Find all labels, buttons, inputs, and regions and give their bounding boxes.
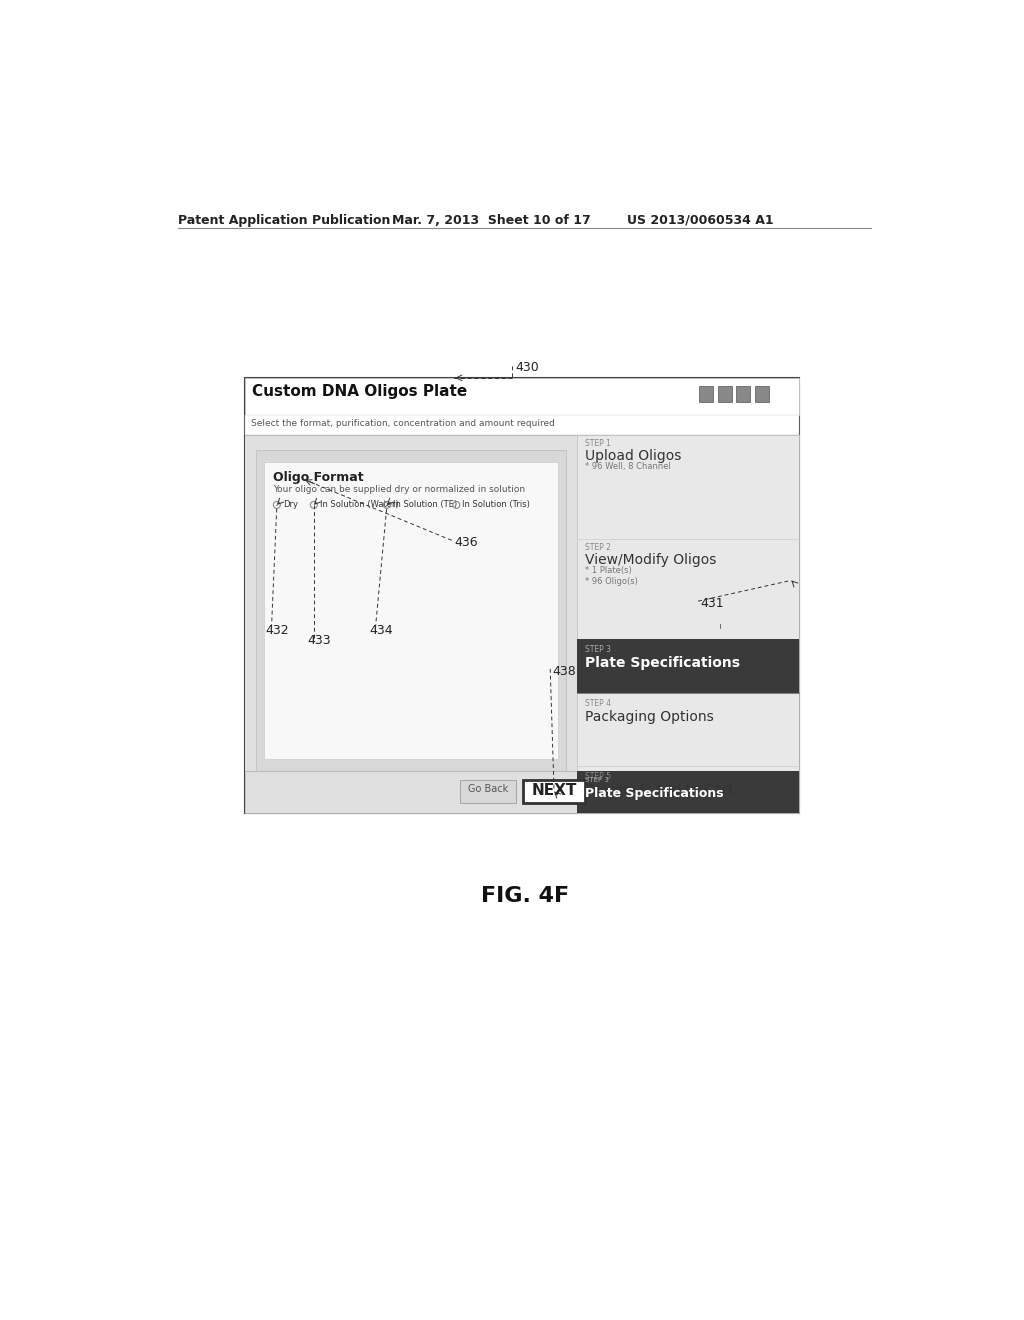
Text: Upload Oligos: Upload Oligos <box>585 449 681 463</box>
FancyBboxPatch shape <box>245 771 578 813</box>
Text: STEP 5: STEP 5 <box>585 772 611 781</box>
FancyBboxPatch shape <box>245 378 799 414</box>
Text: 438: 438 <box>553 665 577 678</box>
FancyBboxPatch shape <box>460 780 515 803</box>
Text: In Solution (TE): In Solution (TE) <box>393 500 458 510</box>
Text: Review & Add to Cart: Review & Add to Cart <box>585 783 733 797</box>
Text: View/Modify Oligos: View/Modify Oligos <box>585 553 716 568</box>
Text: 436: 436 <box>454 536 477 549</box>
Text: Dry: Dry <box>283 500 298 510</box>
FancyBboxPatch shape <box>718 385 732 403</box>
Text: Plate Specifications: Plate Specifications <box>585 656 740 669</box>
FancyBboxPatch shape <box>755 385 769 403</box>
Text: NEXT: NEXT <box>531 783 577 797</box>
Text: Packaging Options: Packaging Options <box>585 710 714 723</box>
Text: Your oligo can be supplied dry or normalized in solution: Your oligo can be supplied dry or normal… <box>273 484 525 494</box>
Text: US 2013/0060534 A1: US 2013/0060534 A1 <box>628 214 774 227</box>
Text: Select the format, purification, concentration and amount required: Select the format, purification, concent… <box>251 418 555 428</box>
Text: * 1 Plate(s): * 1 Plate(s) <box>585 566 632 576</box>
FancyBboxPatch shape <box>245 378 799 813</box>
Text: 434: 434 <box>370 624 393 638</box>
Text: In Solution (Water): In Solution (Water) <box>319 500 398 510</box>
FancyBboxPatch shape <box>578 771 799 813</box>
Text: Go Back: Go Back <box>468 784 508 793</box>
FancyBboxPatch shape <box>245 414 799 434</box>
Text: Plate Specifications: Plate Specifications <box>585 788 724 800</box>
FancyBboxPatch shape <box>736 385 750 403</box>
Text: 431: 431 <box>700 598 724 610</box>
Text: * 96 Well, 8 Channel: * 96 Well, 8 Channel <box>585 462 671 471</box>
FancyBboxPatch shape <box>698 385 713 403</box>
Text: FIG. 4F: FIG. 4F <box>480 886 569 906</box>
FancyBboxPatch shape <box>523 780 585 803</box>
FancyBboxPatch shape <box>578 434 799 813</box>
FancyBboxPatch shape <box>245 434 799 813</box>
Text: 432: 432 <box>265 624 289 638</box>
Text: STEP 1: STEP 1 <box>585 438 610 447</box>
Text: Custom DNA Oligos Plate: Custom DNA Oligos Plate <box>252 384 468 399</box>
Text: STEP 3: STEP 3 <box>585 645 611 653</box>
FancyBboxPatch shape <box>578 639 799 693</box>
Text: 430: 430 <box>515 360 540 374</box>
Text: STEP 4: STEP 4 <box>585 700 611 708</box>
Text: In Solution (Tris): In Solution (Tris) <box>463 500 530 510</box>
Text: STEP 2: STEP 2 <box>585 543 610 552</box>
Text: 433: 433 <box>307 635 332 647</box>
FancyBboxPatch shape <box>264 462 558 759</box>
Text: STEP 3: STEP 3 <box>585 776 608 783</box>
FancyBboxPatch shape <box>256 450 565 771</box>
Text: Patent Application Publication: Patent Application Publication <box>178 214 391 227</box>
Text: Oligo Format: Oligo Format <box>273 471 364 484</box>
Text: * 96 Oligo(s): * 96 Oligo(s) <box>585 577 638 586</box>
Text: Mar. 7, 2013  Sheet 10 of 17: Mar. 7, 2013 Sheet 10 of 17 <box>392 214 591 227</box>
